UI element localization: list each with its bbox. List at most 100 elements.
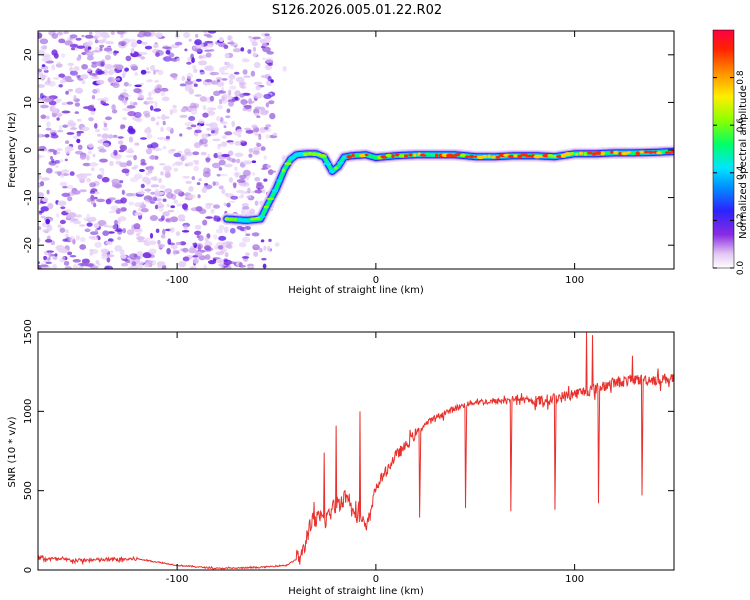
spectrogram-noise-cell	[50, 132, 57, 136]
spectrogram-noise-cell	[87, 40, 94, 46]
spectrogram-noise-cell	[173, 152, 182, 158]
colorbar-ticks: 0.0 0.2 0.4 0.6 0.8	[713, 70, 746, 275]
spectrogram-noise-cell	[119, 249, 125, 256]
spectrogram-noise-cell	[222, 94, 231, 97]
spectrogram-noise-cell	[234, 152, 244, 157]
spectrogram-noise-cell	[235, 76, 245, 83]
spectrogram-noise-cell	[197, 124, 202, 130]
spectrogram-noise-cell	[41, 197, 49, 203]
snr-y-tick-label: 0	[23, 567, 34, 573]
spectrogram-noise-cell	[96, 98, 106, 101]
spectrogram-noise-cell	[203, 167, 208, 172]
spectrogram-noise-cell	[111, 181, 116, 188]
spectrogram-noise-cell	[41, 177, 50, 181]
spectrogram-noise-cell	[148, 91, 152, 98]
spectrogram-noise-cell	[59, 227, 66, 233]
spectrogram-noise-cell	[130, 41, 138, 48]
spectrogram-noise-cell	[107, 76, 116, 84]
spectrogram-noise-cell	[64, 266, 72, 269]
spectrogram-noise-cell	[120, 33, 124, 39]
spectrogram-noise-cell	[149, 232, 154, 239]
spectrogram-noise-cell	[261, 43, 268, 47]
spectrogram-noise-cell	[48, 160, 57, 166]
spectrogram-noise-cell	[89, 190, 96, 194]
spectrogram-noise-cell	[128, 201, 135, 206]
spectrogram-noise-cell	[72, 264, 79, 269]
spectrogram-ridge-peak	[533, 154, 542, 159]
spectrogram-noise-cell	[112, 82, 120, 89]
spectrogram-noise-cell	[69, 236, 75, 241]
spectrogram-noise-cell	[105, 116, 112, 121]
spectrogram-noise-cell	[216, 81, 225, 87]
spectrogram-noise-cell	[185, 180, 192, 184]
spectrogram-ridge-peak	[302, 152, 309, 157]
spectrogram-noise-cell	[106, 64, 116, 71]
spectrogram-noise-cell	[40, 215, 46, 219]
spectrogram-noise-cell	[197, 235, 204, 242]
spectrogram-noise-cell	[117, 136, 124, 139]
spectrogram-noise-cell	[140, 137, 147, 140]
spectrogram-ridge-peak	[385, 153, 392, 158]
spectrogram-noise-cell	[262, 263, 267, 269]
spectrogram-noise-cell	[133, 88, 142, 94]
spectrogram-noise-cell	[256, 142, 262, 148]
snr-y-tick-label: 500	[23, 481, 34, 500]
spectrogram-noise-cell	[38, 133, 42, 139]
spectrogram-noise-cell	[117, 230, 123, 235]
colorbar-tick-label: 0.4	[736, 165, 746, 180]
snr-x-tick-label: 100	[565, 574, 584, 585]
spectrogram-noise-cell	[69, 43, 78, 48]
spectrogram-noise-cell	[140, 56, 146, 60]
spectrogram-noise-cell	[62, 186, 68, 189]
spectrogram-noise-cell	[218, 185, 224, 190]
spectrogram-noise-cell	[202, 105, 207, 111]
spectrogram-noise-cell	[84, 228, 91, 233]
spectrogram-noise-cell	[155, 188, 159, 195]
spectrogram-ridge-peak	[435, 153, 439, 158]
spectrogram-noise-cell	[254, 112, 259, 117]
spectrogram-noise-cell	[207, 31, 217, 34]
spectrogram-noise-cell	[107, 231, 115, 234]
spectrogram-noise-cell	[145, 148, 153, 155]
spectrogram-noise-cell	[102, 127, 109, 131]
spectrogram-noise-cell	[89, 182, 96, 188]
spectrogram-noise-cell	[123, 81, 129, 87]
spectrogram-noise-cell	[82, 162, 92, 167]
spectrogram-noise-cell	[172, 104, 177, 109]
spectrogram-noise-cell	[62, 256, 66, 260]
spectrogram-noise-cell	[201, 186, 208, 194]
spectrogram-noise-cell	[210, 107, 217, 111]
spectrogram-noise-cell	[246, 195, 252, 199]
spectrogram-noise-cell	[91, 95, 96, 100]
spectrogram-ridge-peak	[391, 154, 395, 159]
spectrogram-noise-cell	[194, 230, 202, 236]
spectrogram-noise-cell	[167, 238, 172, 245]
spectrogram-noise-cell	[76, 138, 81, 144]
spectrogram-noise-cell	[128, 125, 134, 132]
spectrogram-noise-cell	[122, 228, 126, 234]
spectrogram-noise-cell	[124, 94, 131, 98]
snr-y-label: SNR (10 * v/v)	[7, 416, 18, 487]
spectrogram-noise-cell	[228, 74, 236, 80]
spectrogram-noise-cell	[81, 52, 87, 55]
spectrogram-noise-cell	[38, 174, 41, 179]
spectrogram-noise-cell	[94, 241, 102, 248]
spectrogram-noise-cell	[194, 48, 202, 52]
spectrogram-noise-cell	[134, 142, 140, 146]
spectrogram-noise-cell	[215, 258, 224, 264]
spectrogram-noise-cell	[165, 135, 170, 140]
spectrogram-noise-cell	[239, 174, 247, 180]
spectrogram-noise-cell	[121, 99, 128, 103]
spectrogram-noise-cell	[39, 38, 49, 45]
spectrogram-noise-cell	[251, 232, 260, 237]
spectrogram-ridge-peak	[413, 153, 417, 157]
spectrogram-noise-cell	[215, 76, 223, 81]
spectrogram-noise-cell	[236, 178, 246, 183]
spectrogram-noise-cell	[199, 69, 204, 73]
spectrogram-noise-cell	[98, 39, 105, 44]
spectrogram-ridge-peak	[513, 154, 518, 158]
spectrogram-noise-cell	[67, 196, 73, 202]
spectrogram-noise-cell	[69, 70, 78, 76]
spectrogram-noise-cell	[192, 258, 199, 264]
